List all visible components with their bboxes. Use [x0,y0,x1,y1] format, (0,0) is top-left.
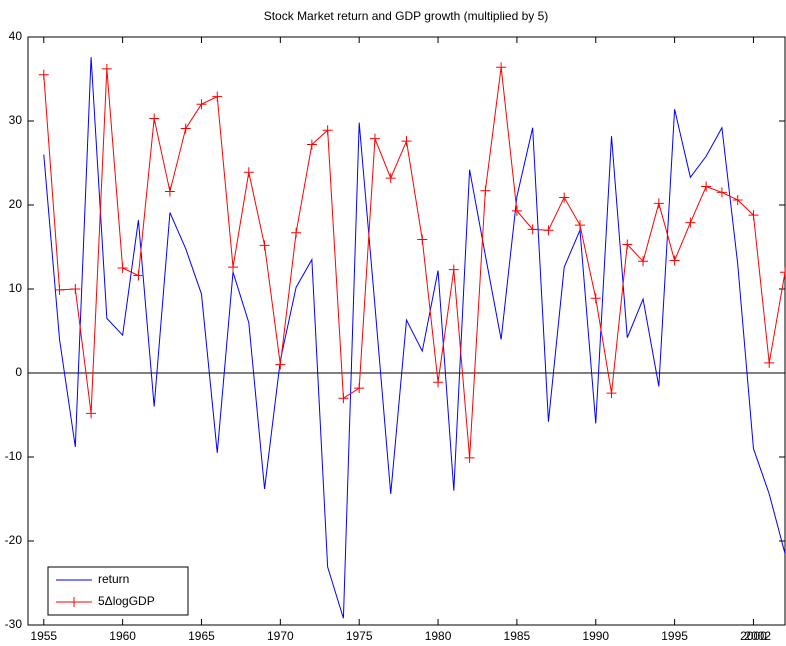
marker [622,239,633,250]
marker [70,284,81,294]
marker [369,133,380,144]
marker [54,284,65,295]
marker [117,263,128,273]
marker [496,62,507,73]
marker [606,388,617,399]
marker [338,393,349,404]
marker [653,198,664,209]
x-tick-label: 1965 [188,629,215,643]
y-tick-label: -10 [5,449,23,463]
y-tick-label: 10 [9,281,23,295]
y-tick-label: 40 [9,29,23,43]
x-tick-label: 2000 [740,629,767,643]
marker [275,359,286,370]
legend-label: return [98,572,129,586]
marker [212,91,223,102]
marker [764,357,775,368]
marker [86,408,97,419]
marker [401,136,412,147]
y-tick-label: 30 [9,113,23,127]
marker [259,240,270,251]
x-tick-label: 1960 [109,629,136,643]
marker [291,227,302,238]
marker [417,234,428,245]
chart-title: Stock Market return and GDP growth (mult… [264,9,549,23]
marker [322,125,333,136]
x-tick-label: 2002 [744,629,771,643]
marker [685,217,696,228]
series-line [43,67,785,458]
marker [732,194,743,205]
marker [464,452,475,463]
marker [354,383,365,394]
x-tick-label: 1980 [425,629,452,643]
y-tick-label: 0 [15,365,22,379]
x-tick-label: 1955 [30,629,57,643]
marker [133,270,144,281]
legend-marker [69,597,79,607]
marker [149,113,160,124]
x-tick-label: 1970 [267,629,294,643]
x-tick-label: 1990 [582,629,609,643]
marker [669,255,680,266]
x-tick-label: 1975 [346,629,373,643]
marker [448,264,459,275]
marker [385,173,396,184]
x-tick-label: 1995 [661,629,688,643]
marker [196,99,207,110]
marker [716,187,727,198]
marker [748,210,759,221]
marker [480,185,491,196]
legend-label: 5ΔlogGDP [98,594,155,608]
marker [433,377,444,388]
plot-frame [27,36,786,626]
marker [511,205,522,216]
legend-box [47,566,189,616]
marker [243,167,254,178]
marker [574,220,585,231]
marker [164,186,175,197]
marker [180,123,191,134]
marker [306,139,317,150]
marker [638,256,649,267]
marker [780,267,785,278]
series-line [43,57,785,619]
y-tick-label: 20 [9,197,23,211]
marker [590,293,601,304]
marker [559,192,570,203]
marker [38,69,49,80]
marker [543,225,554,236]
marker [701,181,712,192]
marker [527,224,538,235]
plot-area [38,57,785,619]
y-tick-label: -30 [5,617,23,631]
x-tick-label: 1985 [504,629,531,643]
y-tick-label: -20 [5,533,23,547]
marker [228,262,239,273]
marker [101,63,112,74]
